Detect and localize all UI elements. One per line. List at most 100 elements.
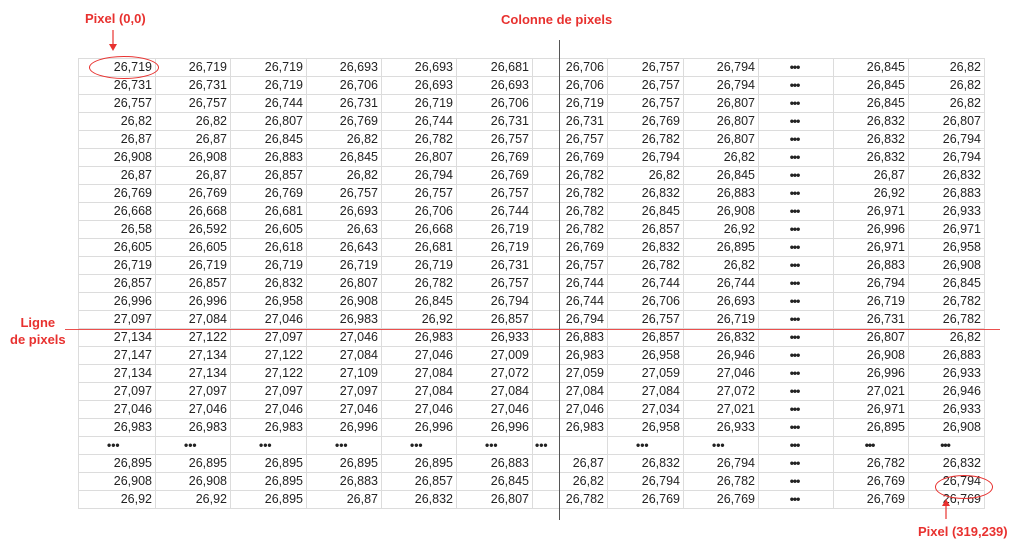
ellipsis-cell: ••• bbox=[758, 238, 834, 257]
ellipsis-cell: ••• bbox=[155, 436, 231, 455]
pixel-value-cell: 26,782 bbox=[532, 490, 608, 509]
pixel-value-cell: 26,807 bbox=[683, 130, 759, 149]
ellipsis-cell: ••• bbox=[758, 184, 834, 203]
pixel-value-cell: 26,769 bbox=[607, 490, 684, 509]
pixel-value-cell: 26,769 bbox=[683, 490, 759, 509]
pixel-value-cell: 27,084 bbox=[532, 382, 608, 401]
pixel-value-cell: 27,059 bbox=[532, 364, 608, 383]
table-row: 27,134 27,122 27,097 27,046 26,983 26,933 26,8… bbox=[78, 328, 985, 347]
end-label: Pixel (319,239) bbox=[918, 524, 1008, 539]
pixel-value-cell: 27,122 bbox=[155, 328, 231, 347]
ellipsis-cell: ••• bbox=[607, 436, 684, 455]
pixel-value-cell: 26,782 bbox=[532, 184, 608, 203]
pixel-value-cell: 27,122 bbox=[230, 346, 307, 365]
pixel-value-cell: 26,719 bbox=[230, 256, 307, 275]
pixel-value-cell: 26,958 bbox=[908, 238, 985, 257]
ellipsis-cell: ••• bbox=[758, 328, 834, 347]
column-label: Colonne de pixels bbox=[501, 12, 613, 27]
pixel-value-cell: 26,996 bbox=[833, 220, 909, 239]
pixel-value-cell: 26,82 bbox=[607, 166, 684, 185]
pixel-value-cell: 26,782 bbox=[381, 130, 457, 149]
row-label: Ligne de pixels bbox=[10, 314, 66, 348]
pixel-value-cell: 26,807 bbox=[683, 94, 759, 113]
table-row: 27,134 27,134 27,122 27,109 27,084 27,072 27,0… bbox=[78, 364, 985, 383]
pixel-value-cell: 26,731 bbox=[456, 256, 533, 275]
pixel-value-cell: 26,996 bbox=[833, 364, 909, 383]
pixel-value-cell: 26,82 bbox=[683, 256, 759, 275]
pixel-value-cell: 26,58 bbox=[78, 220, 156, 239]
pixel-value-cell: 27,134 bbox=[78, 328, 156, 347]
pixel-value-cell: 26,832 bbox=[683, 328, 759, 347]
pixel-value-cell: 26,895 bbox=[78, 454, 156, 473]
table-row: 26,719 26,719 26,719 26,693 26,693 26,681 26,7… bbox=[78, 58, 985, 77]
pixel-value-cell: 26,983 bbox=[155, 418, 231, 437]
pixel-value-cell: 26,731 bbox=[155, 76, 231, 95]
pixel-value-cell: 26,757 bbox=[381, 184, 457, 203]
pixel-value-cell: 26,719 bbox=[230, 76, 307, 95]
ellipsis-cell: ••• bbox=[833, 436, 909, 455]
ellipsis-cell: ••• bbox=[758, 130, 834, 149]
pixel-value-cell: 26,592 bbox=[155, 220, 231, 239]
pixel-value-cell: 26,92 bbox=[833, 184, 909, 203]
table-row: 27,097 27,097 27,097 27,097 27,084 27,084 27,0… bbox=[78, 382, 985, 401]
pixel-value-cell: 26,983 bbox=[532, 418, 608, 437]
pixel-value-cell: 26,719 bbox=[532, 94, 608, 113]
pixel-value-cell: 26,719 bbox=[155, 58, 231, 77]
pixel-value-cell: 26,794 bbox=[607, 148, 684, 167]
pixel-value-cell: 26,719 bbox=[78, 256, 156, 275]
ellipsis-cell: ••• bbox=[758, 220, 834, 239]
pixel-value-cell: 26,908 bbox=[908, 418, 985, 437]
pixel-value-cell: 26,845 bbox=[456, 472, 533, 491]
pixel-value-cell: 26,92 bbox=[155, 490, 231, 509]
pixel-value-cell: 26,794 bbox=[908, 130, 985, 149]
pixel-value-cell: 26,757 bbox=[607, 310, 684, 329]
pixel-value-cell: 26,845 bbox=[908, 274, 985, 293]
pixel-value-cell: 26,895 bbox=[833, 418, 909, 437]
pixel-value-cell: 27,021 bbox=[683, 400, 759, 419]
pixel-value-cell: 26,731 bbox=[306, 94, 382, 113]
pixel-value-cell: 27,046 bbox=[456, 400, 533, 419]
table-row: 26,58 26,592 26,605 26,63 26,668 26,719 26,782… bbox=[78, 220, 985, 239]
pixel-value-cell: 27,134 bbox=[78, 364, 156, 383]
pixel-value-cell: 26,883 bbox=[306, 472, 382, 491]
pixel-value-cell: 26,832 bbox=[833, 130, 909, 149]
ellipsis-cell: ••• bbox=[758, 76, 834, 95]
pixel-value-cell: 26,719 bbox=[155, 256, 231, 275]
pixel-value-cell: 27,059 bbox=[607, 364, 684, 383]
pixel-value-cell: 26,996 bbox=[456, 418, 533, 437]
pixel-value-cell: 26,971 bbox=[833, 202, 909, 221]
pixel-value-cell: 26,643 bbox=[306, 238, 382, 257]
pixel-value-cell: 26,895 bbox=[230, 490, 307, 509]
ellipsis-cell: ••• bbox=[758, 58, 834, 77]
pixel-value-cell: 26,681 bbox=[230, 202, 307, 221]
table-row: 26,983 26,983 26,983 26,996 26,996 26,996 26,9… bbox=[78, 418, 985, 437]
pixel-value-cell: 26,807 bbox=[381, 148, 457, 167]
ellipsis-cell: ••• bbox=[758, 94, 834, 113]
pixel-value-cell: 26,933 bbox=[908, 202, 985, 221]
pixel-value-cell: 26,82 bbox=[908, 94, 985, 113]
pixel-value-cell: 26,744 bbox=[683, 274, 759, 293]
table-row: 27,147 27,134 27,122 27,084 27,046 27,009 26,9… bbox=[78, 346, 985, 365]
pixel-value-cell: 26,63 bbox=[306, 220, 382, 239]
pixel-value-cell: 26,845 bbox=[833, 58, 909, 77]
pixel-value-cell: 26,857 bbox=[607, 328, 684, 347]
pixel-value-cell: 26,832 bbox=[381, 490, 457, 509]
pixel-value-cell: 26,845 bbox=[306, 148, 382, 167]
pixel-value-cell: 26,757 bbox=[78, 94, 156, 113]
ellipsis-cell: ••• bbox=[758, 472, 834, 491]
ellipsis-cell: ••• bbox=[758, 256, 834, 275]
pixel-value-cell: 27,097 bbox=[155, 382, 231, 401]
pixel-value-cell: 26,845 bbox=[683, 166, 759, 185]
ellipsis-cell: ••• bbox=[758, 292, 834, 311]
pixel-value-cell: 26,908 bbox=[78, 148, 156, 167]
pixel-value-cell: 26,807 bbox=[306, 274, 382, 293]
pixel-value-cell: 26,782 bbox=[381, 274, 457, 293]
ellipsis-cell: ••• bbox=[78, 436, 156, 455]
pixel-value-cell: 26,832 bbox=[833, 112, 909, 131]
pixel-value-cell: 26,82 bbox=[908, 328, 985, 347]
pixel-value-cell: 26,769 bbox=[155, 184, 231, 203]
pixel-value-cell: 26,794 bbox=[908, 148, 985, 167]
pixel-value-cell: 26,857 bbox=[78, 274, 156, 293]
ellipsis-cell: ••• bbox=[758, 364, 834, 383]
pixel-value-cell: 26,731 bbox=[78, 76, 156, 95]
